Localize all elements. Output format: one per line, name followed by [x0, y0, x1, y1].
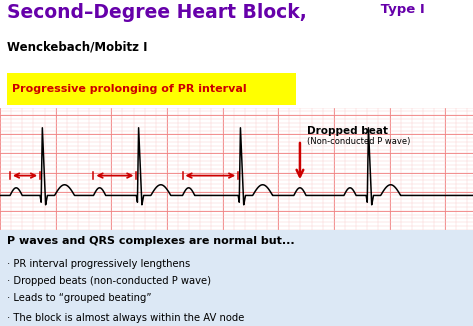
Text: · Leads to “grouped beating”: · Leads to “grouped beating” [7, 293, 151, 303]
Text: (Non-conducted P wave): (Non-conducted P wave) [307, 137, 410, 146]
Text: Dropped beat: Dropped beat [307, 126, 387, 136]
Text: · Dropped beats (non-conducted P wave): · Dropped beats (non-conducted P wave) [7, 276, 211, 286]
Bar [0, 0, 473, 108]
Text: P waves and QRS complexes are normal but...: P waves and QRS complexes are normal but… [7, 236, 295, 245]
Bar [0, 230, 473, 326]
Text: Wenckebach/Mobitz I: Wenckebach/Mobitz I [7, 41, 148, 54]
Text: Second–Degree Heart Block,: Second–Degree Heart Block, [7, 3, 307, 22]
Bar [7, 73, 296, 105]
Text: · PR interval progressively lengthens: · PR interval progressively lengthens [7, 259, 190, 269]
Text: Type I: Type I [376, 3, 425, 16]
Text: Progressive prolonging of PR interval: Progressive prolonging of PR interval [12, 84, 246, 94]
Text: · The block is almost always within the AV node: · The block is almost always within the … [7, 313, 245, 322]
